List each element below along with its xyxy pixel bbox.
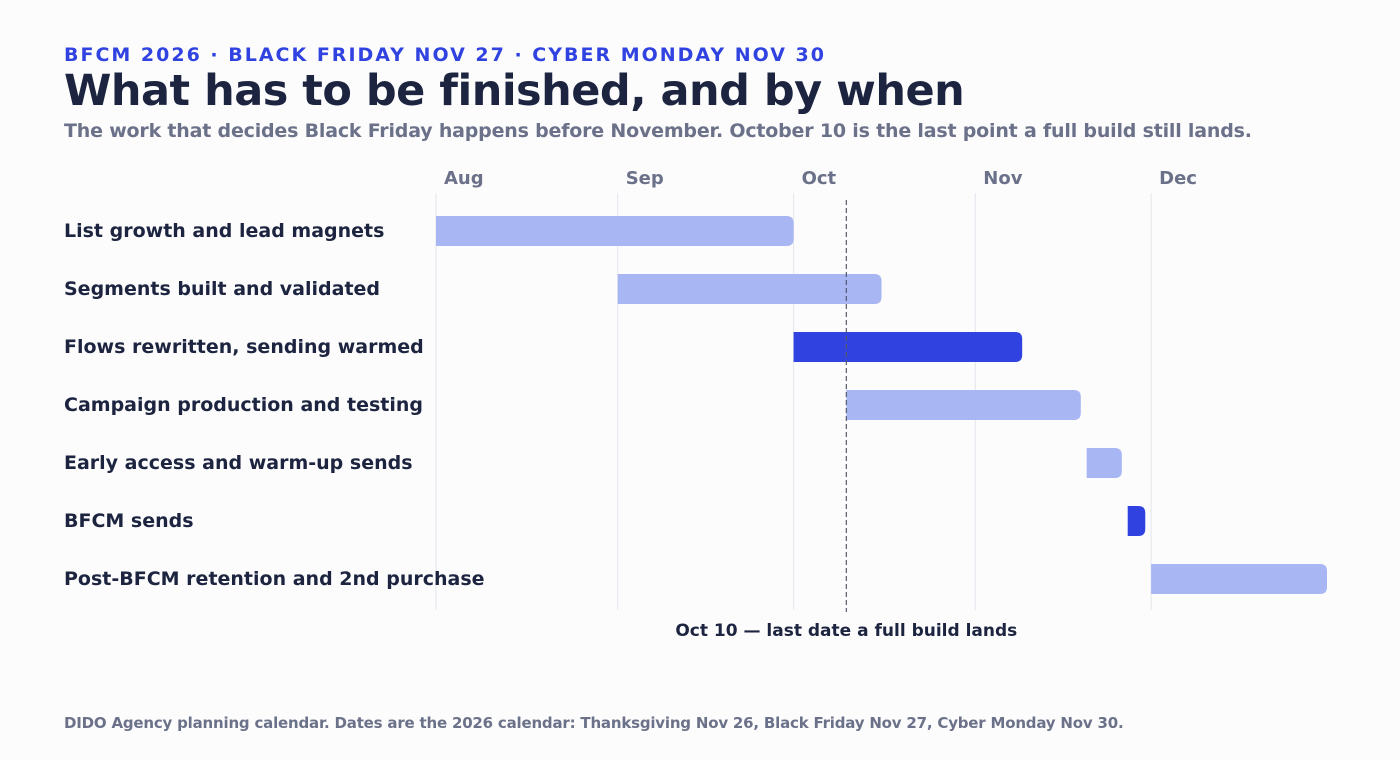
month-labels: Aug Sep Oct Nov Dec [444,168,1197,189]
gantt-bar-2 [617,274,882,304]
month-label-aug: Aug [444,168,484,189]
gantt-bar-4 [846,390,1081,420]
deadline-marker-label: Oct 10 — last date a full build lands [675,621,1017,641]
row-label: Post-BFCM retention and 2nd purchase [64,568,485,590]
row-labels: List growth and lead magnets Segments bui… [64,220,485,590]
page-title: What has to be finished, and by when [64,66,965,116]
page-subtitle: The work that decides Black Friday happe… [64,120,1252,142]
month-label-dec: Dec [1159,168,1197,189]
row-label: BFCM sends [64,510,194,532]
row-label: Flows rewritten, sending warmed [64,336,424,358]
gantt-chart: Aug Sep Oct Nov Dec List growth and lead mag… [64,168,1327,641]
bars [436,216,1327,594]
gantt-bar-7 [1151,564,1327,594]
month-label-oct: Oct [802,168,837,189]
row-label: List growth and lead magnets [64,220,384,242]
gantt-bar-6 [1127,506,1146,536]
gantt-bar-5 [1086,448,1122,478]
row-label: Campaign production and testing [64,394,423,416]
row-label: Early access and warm-up sends [64,452,413,474]
footer-note: DIDO Agency planning calendar. Dates are… [64,714,1124,732]
eyebrow-label: BFCM 2026 · BLACK FRIDAY NOV 27 · CYBER … [64,44,826,66]
marker-layer: Oct 10 — last date a full build lands [675,200,1017,641]
month-label-nov: Nov [983,168,1022,189]
gantt-bar-3 [793,332,1023,362]
month-label-sep: Sep [626,168,664,189]
row-label: Segments built and validated [64,278,380,300]
gantt-bar-1 [436,216,794,246]
